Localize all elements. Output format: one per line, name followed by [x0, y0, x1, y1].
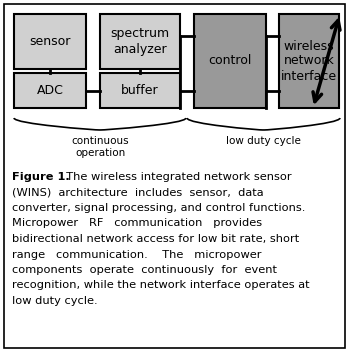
- Text: Figure 1.: Figure 1.: [12, 172, 70, 182]
- Text: continuous
operation: continuous operation: [71, 136, 129, 158]
- Bar: [194, 14, 266, 108]
- Text: control: control: [208, 55, 252, 68]
- Text: components  operate  continuously  for  event: components operate continuously for even…: [12, 265, 277, 275]
- Text: ADC: ADC: [37, 84, 64, 97]
- Bar: [14, 73, 86, 108]
- Text: wireless
network
interface: wireless network interface: [281, 39, 337, 82]
- Bar: [100, 14, 180, 69]
- Text: (WINS)  architecture  includes  sensor,  data: (WINS) architecture includes sensor, dat…: [12, 188, 263, 197]
- Text: low duty cycle: low duty cycle: [225, 136, 300, 146]
- Bar: [279, 14, 339, 108]
- Text: buffer: buffer: [121, 84, 159, 97]
- Text: sensor: sensor: [29, 35, 71, 48]
- Text: bidirectional network access for low bit rate, short: bidirectional network access for low bit…: [12, 234, 299, 244]
- Text: spectrum
analyzer: spectrum analyzer: [110, 27, 170, 56]
- Bar: [100, 73, 180, 108]
- Text: recognition, while the network interface operates at: recognition, while the network interface…: [12, 281, 310, 290]
- Text: converter, signal processing, and control functions.: converter, signal processing, and contro…: [12, 203, 305, 213]
- Text: range   communication.    The   micropower: range communication. The micropower: [12, 250, 261, 259]
- Text: low duty cycle.: low duty cycle.: [12, 296, 98, 306]
- Text: Micropower   RF   communication   provides: Micropower RF communication provides: [12, 219, 262, 228]
- Text: The wireless integrated network sensor: The wireless integrated network sensor: [59, 172, 292, 182]
- Bar: [14, 14, 86, 69]
